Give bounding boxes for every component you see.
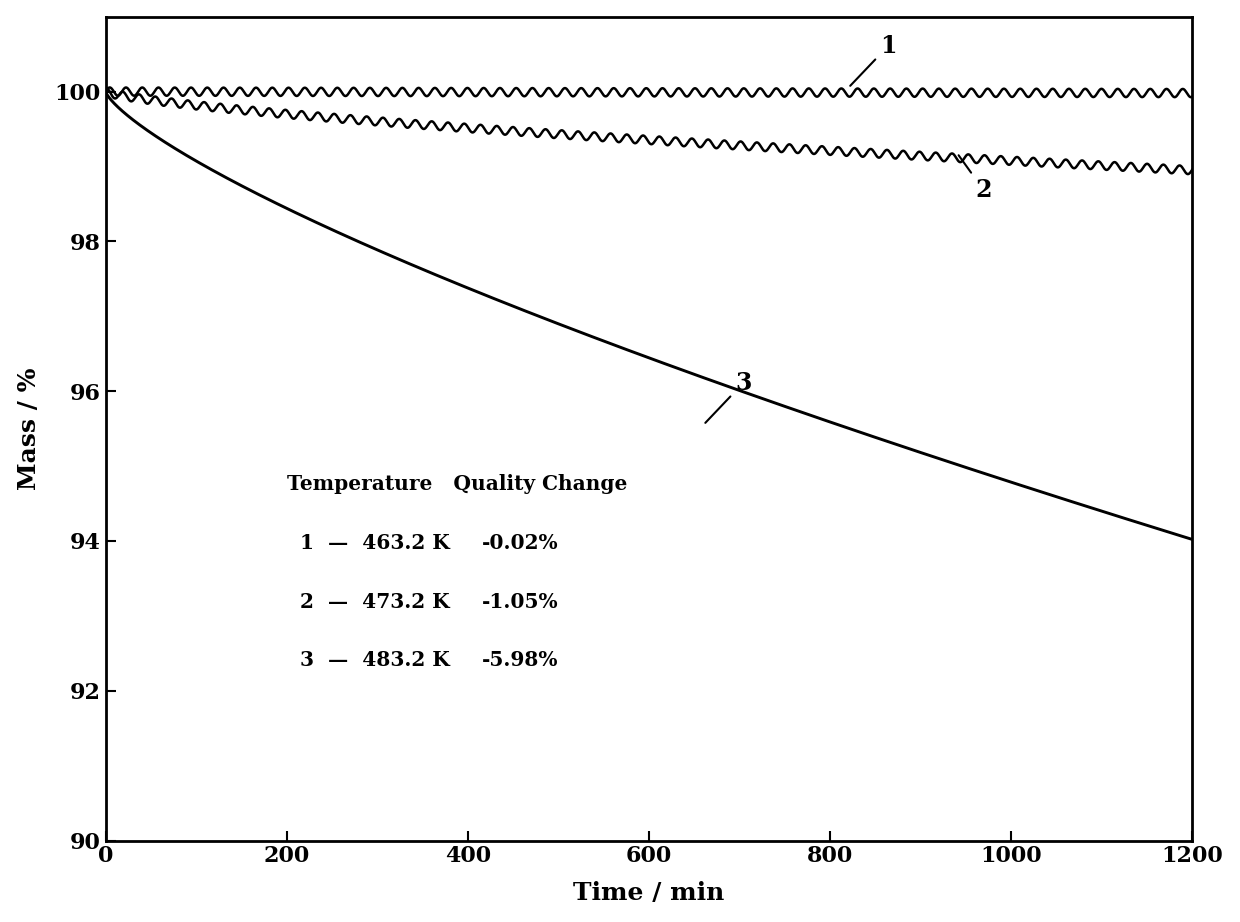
Text: -0.02%: -0.02%: [481, 534, 558, 553]
Text: Temperature   Quality Change: Temperature Quality Change: [286, 474, 627, 493]
Text: 2: 2: [959, 155, 992, 202]
Text: 3: 3: [706, 371, 751, 423]
Text: -1.05%: -1.05%: [481, 592, 558, 612]
Text: 1: 1: [851, 34, 897, 86]
Text: -5.98%: -5.98%: [481, 650, 558, 670]
Text: 1  —  463.2 K: 1 — 463.2 K: [300, 534, 450, 553]
Text: 3  —  483.2 K: 3 — 483.2 K: [300, 650, 450, 670]
Y-axis label: Mass / %: Mass / %: [16, 367, 41, 490]
X-axis label: Time / min: Time / min: [573, 881, 724, 905]
Text: 2  —  473.2 K: 2 — 473.2 K: [300, 592, 450, 612]
